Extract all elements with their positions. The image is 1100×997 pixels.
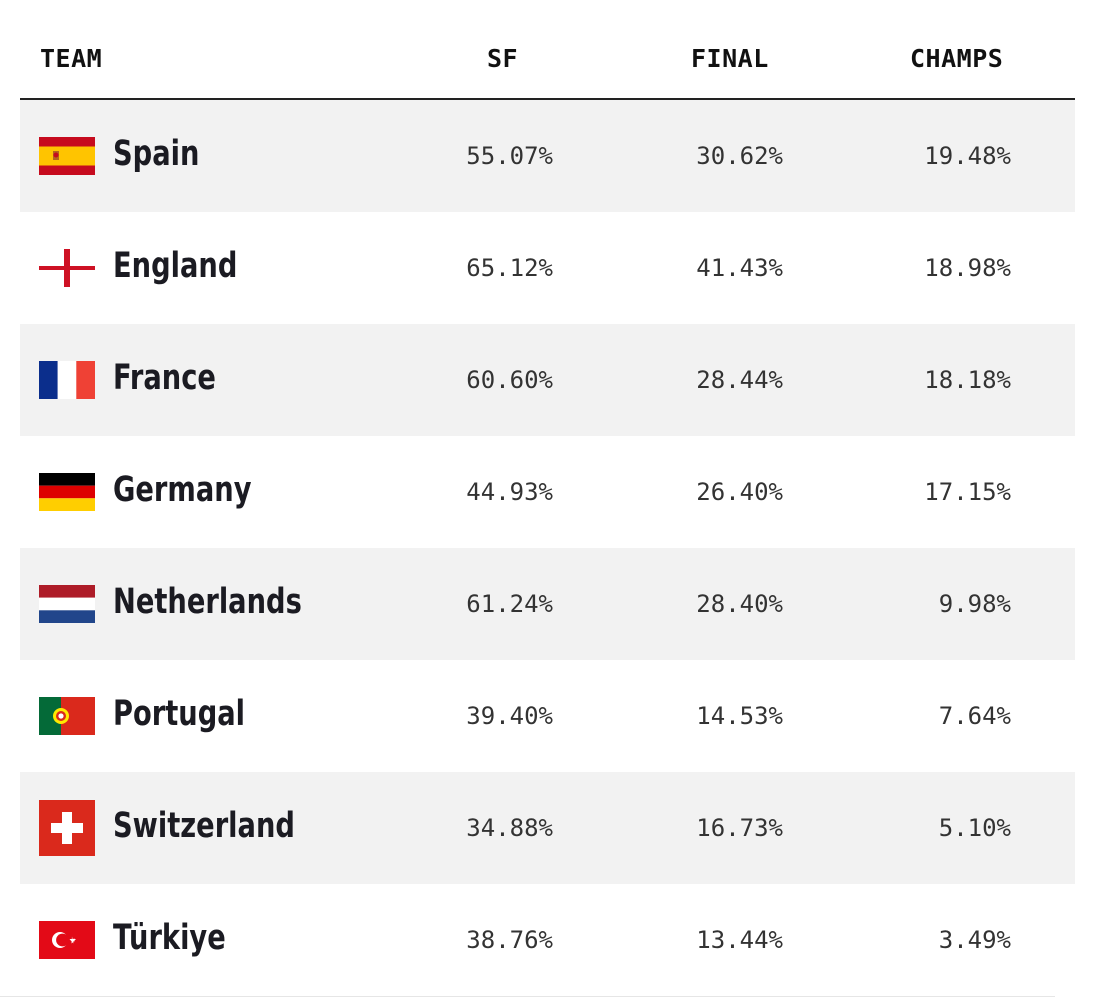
champs-value: 18.18%	[924, 366, 1011, 394]
champs-value: 7.64%	[938, 702, 1011, 730]
final-value: 28.40%	[696, 590, 783, 618]
champs-value: 3.49%	[938, 926, 1011, 954]
sf-value: 34.88%	[466, 814, 553, 842]
sf-value: 60.60%	[466, 366, 553, 394]
spain-flag-icon	[39, 137, 95, 175]
table-row: France 60.60% 28.44% 18.18%	[20, 324, 1075, 436]
probability-table: TEAM SF FINAL CHAMPS Spain 55.07% 30.62%…	[20, 0, 1075, 996]
netherlands-flag-icon	[39, 585, 95, 623]
sf-value: 61.24%	[466, 590, 553, 618]
team-name: France	[113, 358, 216, 398]
turkiye-flag-icon	[39, 921, 95, 959]
team-name: Türkiye	[113, 918, 226, 958]
final-value: 13.44%	[696, 926, 783, 954]
table-row: Switzerland 34.88% 16.73% 5.10%	[20, 772, 1075, 884]
england-flag-icon	[39, 249, 95, 287]
champs-value: 17.15%	[924, 478, 1011, 506]
header-team: TEAM	[40, 44, 103, 73]
switzerland-flag-icon	[39, 800, 95, 856]
sf-value: 38.76%	[466, 926, 553, 954]
table-row: England 65.12% 41.43% 18.98%	[20, 212, 1075, 324]
header-sf: SF	[487, 44, 519, 73]
champs-value: 18.98%	[924, 254, 1011, 282]
header-champs: CHAMPS	[910, 44, 1004, 73]
sf-value: 65.12%	[466, 254, 553, 282]
team-name: Portugal	[113, 694, 246, 734]
team-name: Netherlands	[113, 582, 302, 622]
final-value: 30.62%	[696, 142, 783, 170]
table-row: Netherlands 61.24% 28.40% 9.98%	[20, 548, 1075, 660]
final-value: 26.40%	[696, 478, 783, 506]
table-row: Germany 44.93% 26.40% 17.15%	[20, 436, 1075, 548]
table-header: TEAM SF FINAL CHAMPS	[20, 0, 1075, 100]
header-final: FINAL	[691, 44, 769, 73]
table-row: Türkiye 38.76% 13.44% 3.49%	[20, 884, 1075, 996]
champs-value: 19.48%	[924, 142, 1011, 170]
champs-value: 5.10%	[938, 814, 1011, 842]
team-name: England	[113, 246, 238, 286]
sf-value: 55.07%	[466, 142, 553, 170]
final-value: 16.73%	[696, 814, 783, 842]
sf-value: 44.93%	[466, 478, 553, 506]
table-row: Spain 55.07% 30.62% 19.48%	[20, 100, 1075, 212]
final-value: 14.53%	[696, 702, 783, 730]
france-flag-icon	[39, 361, 95, 399]
germany-flag-icon	[39, 473, 95, 511]
team-name: Germany	[113, 470, 252, 510]
table-row: Portugal 39.40% 14.53% 7.64%	[20, 660, 1075, 772]
sf-value: 39.40%	[466, 702, 553, 730]
team-name: Switzerland	[113, 806, 295, 846]
portugal-flag-icon	[39, 697, 95, 735]
final-value: 28.44%	[696, 366, 783, 394]
champs-value: 9.98%	[938, 590, 1011, 618]
final-value: 41.43%	[696, 254, 783, 282]
team-name: Spain	[113, 134, 200, 174]
